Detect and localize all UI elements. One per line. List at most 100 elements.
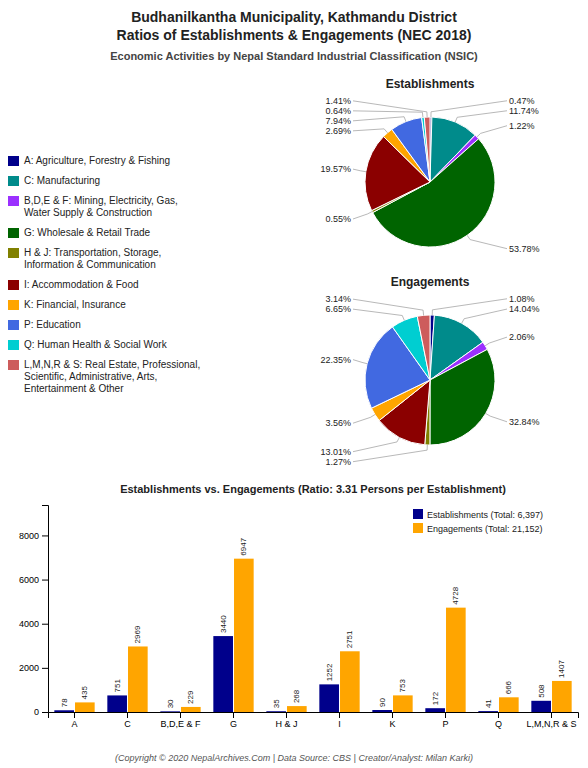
bar <box>552 681 572 712</box>
legend: A: Agriculture, Forestry & Fishing C: Man… <box>8 155 200 394</box>
pie-slices <box>365 117 495 247</box>
bar-value-label: 3440 <box>219 615 228 633</box>
legend-label: B,D,E & F: Mining, Electricity, Gas,Wate… <box>24 195 178 218</box>
bar-value-label: 435 <box>80 686 89 700</box>
pie-value-label: 0.47% <box>509 96 535 106</box>
bar-value-label: 268 <box>292 689 301 703</box>
x-tick-mark <box>498 712 499 718</box>
pie-value-label: 53.78% <box>509 244 540 254</box>
x-tick: G <box>230 712 237 729</box>
y-tick-mark <box>42 712 48 713</box>
bar-value-label: 90 <box>378 698 387 707</box>
legend-label: P: Education <box>24 319 81 330</box>
legend-label: I: Accommodation & Food <box>24 279 139 290</box>
pie-slice <box>392 118 430 182</box>
legend-swatch <box>8 320 19 330</box>
legend-label-line: B,D,E & F: Mining, Electricity, Gas, <box>24 195 178 206</box>
bar <box>446 608 466 712</box>
footer: (Copyright © 2020 NepalArchives.Com | Da… <box>115 753 473 763</box>
bar-value-label: 78 <box>60 698 69 707</box>
x-tick-mark <box>74 712 75 718</box>
legend-swatch <box>8 248 19 258</box>
pie-labels: 1.08%14.04%2.06%32.84%1.27%13.01%3.56%22… <box>320 294 539 467</box>
y-tick: 4000 <box>19 619 48 629</box>
x-tick-label: A <box>71 719 77 729</box>
legend-label: H & J: Transportation, Storage,Informati… <box>24 247 161 270</box>
pie-value-label: 13.01% <box>320 447 351 457</box>
x-tick-mark <box>445 712 446 718</box>
legend-swatch <box>8 300 19 310</box>
leader-line <box>353 129 388 133</box>
bar <box>181 707 201 712</box>
legend-label-line: C: Manufacturing <box>24 175 100 186</box>
legend-label: L,M,N,R & S: Real Estate, Professional,S… <box>24 359 200 394</box>
bars <box>54 559 571 712</box>
legend-swatch <box>413 509 423 519</box>
bar <box>531 701 551 712</box>
leader-line <box>353 212 372 219</box>
bar <box>234 559 254 712</box>
leader-line <box>353 309 404 320</box>
legend-swatch <box>8 228 19 238</box>
x-tick-label: G <box>230 719 237 729</box>
bar <box>160 711 180 712</box>
y-tick-label: 2000 <box>19 663 39 673</box>
bar <box>372 710 392 712</box>
pie-value-label: 0.64% <box>325 106 351 116</box>
legend-label-line: H & J: Transportation, Storage, <box>24 247 161 258</box>
legend-label: Q: Human Health & Social Work <box>24 339 168 350</box>
axis-line <box>42 506 49 713</box>
legend-label-line: P: Education <box>24 319 81 330</box>
y-axis: 0 2000 4000 6000 8000 <box>19 506 49 718</box>
x-tick-label: I <box>338 719 341 729</box>
x-tick-label: B,D,E & F <box>160 719 201 729</box>
pie-value-label: 1.27% <box>325 457 351 467</box>
bar-value-label: 751 <box>113 679 122 693</box>
legend-label-line: Scientific, Administrative, Arts, <box>24 371 157 382</box>
leader-line <box>432 299 507 315</box>
axis-line <box>49 713 579 719</box>
pie-value-label: 1.41% <box>325 96 351 106</box>
bar-value-label: 666 <box>504 680 513 694</box>
legend-label: Establishments (Total: 6,397) <box>427 510 543 520</box>
legend-label-line: Information & Communication <box>24 259 156 270</box>
legend-label: K: Financial, Insurance <box>24 299 126 310</box>
pie-slice <box>430 349 495 445</box>
y-tick-mark <box>42 535 48 536</box>
pie-value-label: 3.56% <box>325 418 351 428</box>
pie: 1.08%14.04%2.06%32.84%1.27%13.01%3.56%22… <box>320 294 539 467</box>
x-tick-mark <box>233 712 234 718</box>
bar-title: Establishments vs. Engagements (Ratio: 3… <box>120 483 506 495</box>
x-tick-mark <box>339 712 340 718</box>
x-axis: ACB,D,E & FGH & JIKPQL,M,N,R & S <box>49 712 579 729</box>
figure-subtitle: Economic Activities by Nepal Standard In… <box>110 50 478 62</box>
pie-value-label: 1.08% <box>509 294 535 304</box>
bar <box>425 708 445 712</box>
x-tick-mark <box>392 712 393 718</box>
legend-label-line: I: Accommodation & Food <box>24 279 139 290</box>
y-tick: 8000 <box>19 531 48 541</box>
pie-title: Establishments <box>386 77 475 91</box>
pie-value-label: 22.35% <box>320 355 351 365</box>
bar-value-label: 172 <box>431 691 440 705</box>
legend-label: A: Agriculture, Forestry & Fishing <box>24 155 170 166</box>
bar-value-label: 508 <box>537 684 546 698</box>
x-tick: K <box>389 712 395 729</box>
bar-value-label: 6947 <box>239 537 248 555</box>
y-tick-mark <box>42 624 48 625</box>
figure-title: Ratios of Establishments & Engagements (… <box>117 27 472 43</box>
y-tick: 0 <box>34 707 48 717</box>
bar <box>107 695 127 712</box>
x-tick-mark <box>551 712 552 718</box>
y-tick: 6000 <box>19 575 48 585</box>
legend-label: C: Manufacturing <box>24 175 100 186</box>
legend-swatch <box>8 156 19 166</box>
leader-line <box>353 360 367 364</box>
bar-value-label: 1407 <box>557 660 566 678</box>
pie-value-label: 7.94% <box>325 116 351 126</box>
x-tick-mark <box>180 712 181 718</box>
pie-value-label: 14.04% <box>509 304 540 314</box>
pie-value-label: 6.65% <box>325 304 351 314</box>
legend-label-line: A: Agriculture, Forestry & Fishing <box>24 155 170 166</box>
legend-swatch <box>8 340 19 350</box>
